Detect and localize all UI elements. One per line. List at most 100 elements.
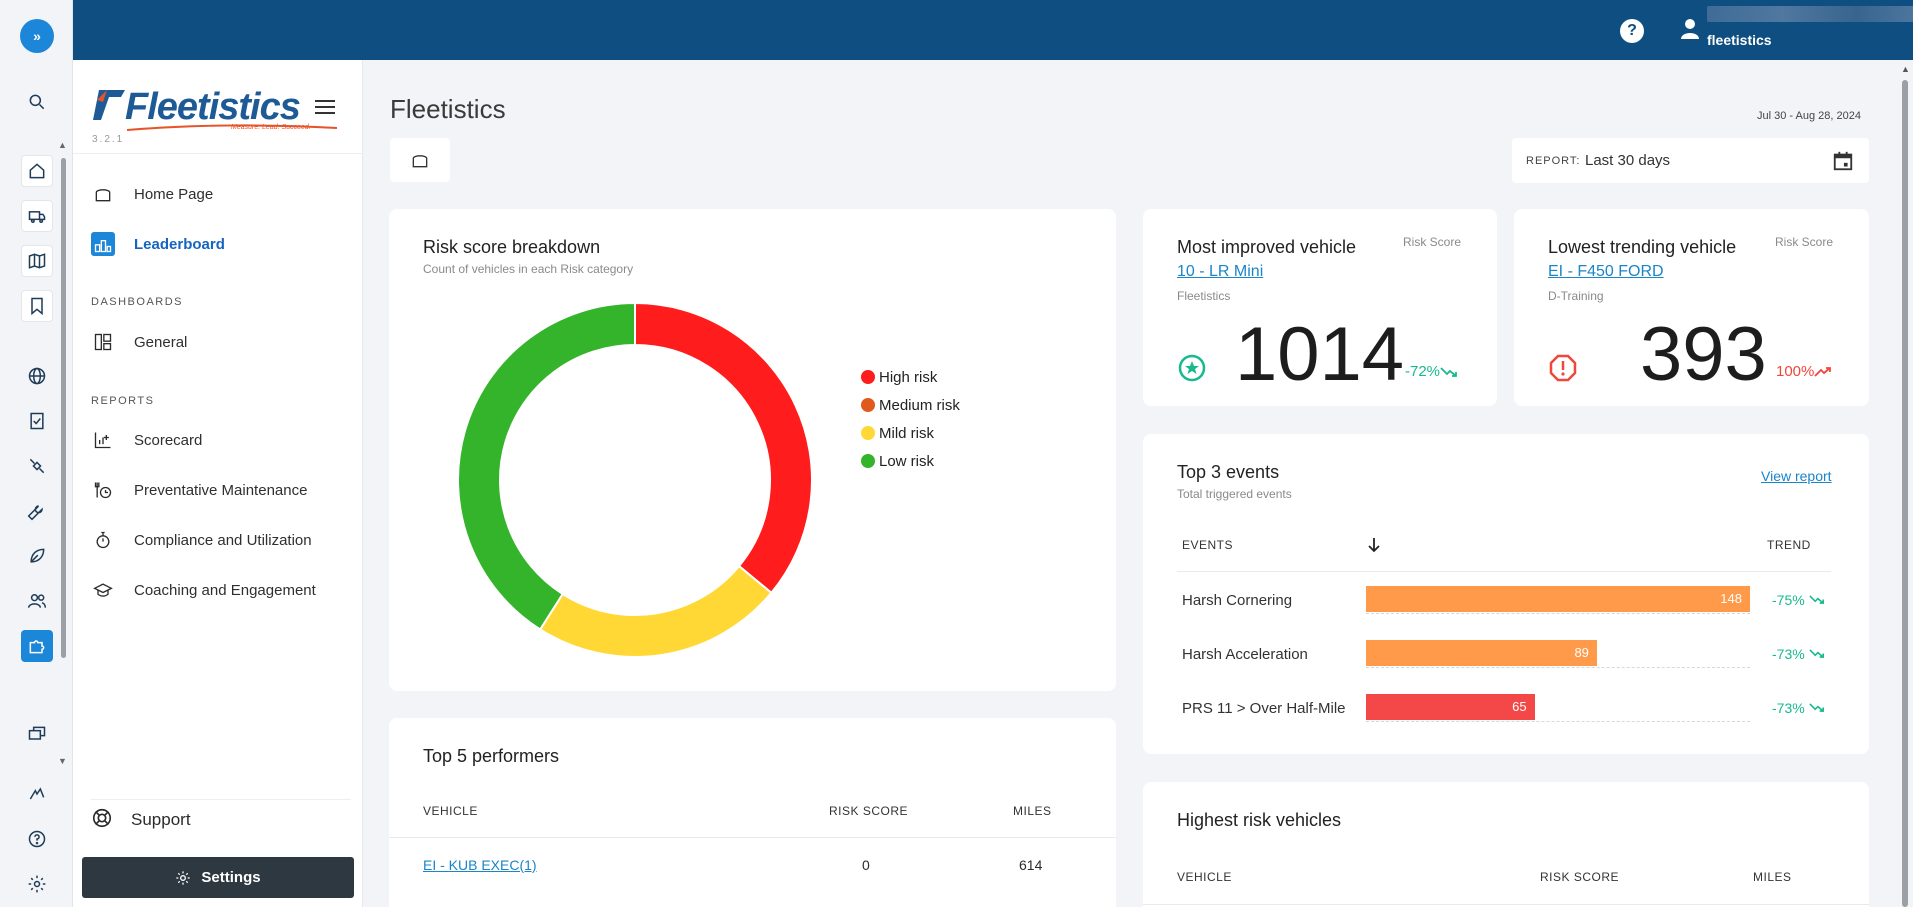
rail-scrollbar[interactable] [61,158,66,658]
chat-icon[interactable] [21,718,53,750]
report-label: REPORT: [1526,155,1581,167]
col-trend[interactable]: TREND [1767,538,1811,552]
logo-tagline: Measure. Lead. Succeed. [231,124,311,131]
checklist-icon[interactable] [21,405,53,437]
legend-swatch [861,426,875,440]
wrench-icon[interactable] [21,495,53,527]
chart-legend: High risk Medium risk Mild risk Low risk [861,363,960,475]
risk-score-value: 393 [1640,312,1767,397]
globe-icon[interactable] [21,360,53,392]
donut-slice-low-risk[interactable] [457,302,636,631]
event-trend: -73% [1772,646,1825,662]
lowest-trending-card: Lowest trending vehicle Risk Score EI - … [1514,209,1869,406]
vehicle-link[interactable]: 10 - LR Mini [1177,263,1264,280]
col-risk-score[interactable]: RISK SCORE [1540,870,1620,884]
truck-icon[interactable] [21,200,53,232]
legend-item-mild-risk[interactable]: Mild risk [861,419,960,447]
legend-swatch [861,454,875,468]
expand-rail-button[interactable]: » [20,19,54,53]
vehicle-link[interactable]: EI - F450 FORD [1548,263,1664,280]
nav-item-home[interactable]: Home Page [91,178,351,210]
logo-mark-icon[interactable] [21,778,53,810]
event-row[interactable]: Harsh Acceleration 89 -73% [1182,640,1832,668]
event-name: Harsh Cornering [1182,592,1293,609]
legend-item-low-risk[interactable]: Low risk [861,447,960,475]
divider [73,153,363,154]
card-title: Most improved vehicle [1177,237,1357,257]
metric-label: Risk Score [1775,235,1834,249]
bar-baseline [1366,613,1750,614]
donut-slice-high-risk[interactable] [634,302,813,595]
reports-section-heading: REPORTS [91,395,155,407]
bar-baseline [1366,721,1750,722]
col-miles[interactable]: MILES [1013,804,1052,818]
nav-item-compliance[interactable]: Compliance and Utilization [91,524,351,556]
nav-item-preventative-maintenance[interactable]: Preventative Maintenance [91,474,351,506]
scroll-up-arrow[interactable]: ▲ [1901,64,1910,74]
col-risk-score[interactable]: RISK SCORE [829,804,909,818]
help-icon[interactable]: ? [1620,19,1644,43]
brand-logo[interactable]: Fleetistics Measure. Lead. Succeed. 3.2.… [91,74,371,145]
col-vehicle[interactable]: VEHICLE [423,804,478,818]
nav-item-label: Leaderboard [134,235,225,253]
leaderboard-icon [91,232,115,256]
menu-toggle-icon[interactable] [315,100,335,114]
support-link[interactable]: Support [91,799,351,839]
top-bar: ? fleetistics ▾ [73,0,1913,60]
user-name[interactable]: fleetistics [1707,32,1772,48]
puzzle-icon[interactable] [21,630,53,662]
divider [1143,904,1869,905]
sort-arrow-down-icon[interactable] [1367,537,1381,553]
vehicle-link[interactable]: EI - KUB EXEC(1) [423,857,537,873]
nav-item-coaching[interactable]: Coaching and Engagement [91,574,351,606]
lifebuoy-icon [91,807,113,833]
rail-scroll-up[interactable]: ▲ [58,140,67,150]
event-row[interactable]: Harsh Cornering 148 -75% [1182,586,1832,614]
logo-text: Fleetistics [125,86,301,128]
legend-item-medium-risk[interactable]: Medium risk [861,391,960,419]
col-vehicle[interactable]: VEHICLE [1177,870,1232,884]
home-icon[interactable] [21,155,53,187]
scrollbar-thumb[interactable] [1902,80,1908,907]
trend-value: -73% [1772,646,1805,662]
trend-value: -75% [1772,592,1805,608]
nav-item-scorecard[interactable]: Scorecard [91,424,351,456]
rail-scroll-down[interactable]: ▼ [58,756,67,766]
nav-item-general[interactable]: General [91,326,351,358]
col-miles[interactable]: MILES [1753,870,1792,884]
map-icon[interactable] [21,245,53,277]
nav-item-leaderboard[interactable]: Leaderboard [91,228,351,260]
scorecard-icon [91,428,115,452]
satellite-icon[interactable] [21,450,53,482]
user-icon[interactable] [1680,18,1700,40]
donut-slice-mild-risk[interactable] [538,564,773,658]
event-row[interactable]: PRS 11 > Over Half-Mile 65 -73% [1182,694,1832,722]
event-trend: -75% [1772,592,1825,608]
gear-icon[interactable] [21,868,53,900]
dashboards-section-heading: DASHBOARDS [91,296,184,308]
users-icon[interactable] [21,585,53,617]
search-icon[interactable] [21,86,53,118]
event-bar: 148 [1366,586,1750,612]
leaf-icon[interactable] [21,540,53,572]
settings-button[interactable]: Settings [82,857,354,898]
page-scrollbar[interactable]: ▲ [1898,60,1913,907]
help-circle-icon[interactable] [21,823,53,855]
trend-down-icon [1808,595,1824,604]
event-bar: 89 [1366,640,1597,666]
report-value: Last 30 days [1585,152,1671,169]
nav-item-label: General [134,333,188,351]
star-badge-icon [1178,354,1206,382]
risk-donut-chart [457,302,813,658]
calendar-icon[interactable] [1832,150,1854,172]
report-period-select[interactable]: REPORT: Last 30 days [1512,138,1869,183]
metric-label: Risk Score [1403,235,1462,249]
group-name: D-Training [1548,289,1604,303]
col-events[interactable]: EVENTS [1182,538,1234,552]
bookmark-icon[interactable] [21,290,53,322]
card-subtitle: Count of vehicles in each Risk category [423,262,634,276]
dashboard-home-button[interactable] [390,138,450,182]
view-report-link[interactable]: View report [1761,468,1832,484]
home-icon [412,155,428,168]
legend-item-high-risk[interactable]: High risk [861,363,960,391]
